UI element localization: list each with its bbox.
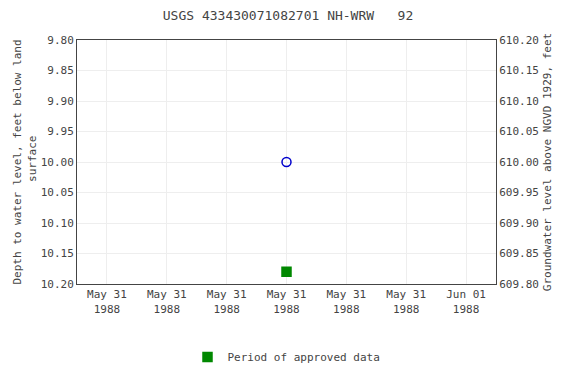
svg-text:May 311988: May 311988 <box>87 288 127 315</box>
svg-text:609.85: 609.85 <box>499 247 539 260</box>
svg-text:10.20: 10.20 <box>41 278 74 291</box>
svg-text:610.05: 610.05 <box>499 125 539 138</box>
svg-text:Groundwater level above NGVD 1: Groundwater level above NGVD 1929, feet <box>541 33 554 291</box>
svg-text:9.80: 9.80 <box>47 34 74 47</box>
svg-text:609.90: 609.90 <box>499 217 539 230</box>
svg-text:Depth to water level, feet bel: Depth to water level, feet below land su… <box>11 39 38 284</box>
svg-text:9.95: 9.95 <box>47 125 74 138</box>
svg-text:610.20: 610.20 <box>499 34 539 47</box>
svg-text:May 311988: May 311988 <box>326 288 366 315</box>
svg-text:Jun 011988: Jun 011988 <box>446 288 486 315</box>
svg-text:9.85: 9.85 <box>47 64 74 77</box>
svg-text:610.15: 610.15 <box>499 64 539 77</box>
svg-text:10.00: 10.00 <box>41 156 74 169</box>
svg-text:Period of approved data: Period of approved data <box>228 351 380 364</box>
svg-text:May 311988: May 311988 <box>386 288 426 315</box>
svg-text:610.10: 610.10 <box>499 95 539 108</box>
svg-text:10.05: 10.05 <box>41 186 74 199</box>
svg-text:9.90: 9.90 <box>47 95 74 108</box>
svg-text:10.15: 10.15 <box>41 247 74 260</box>
svg-text:May 311988: May 311988 <box>207 288 247 315</box>
svg-text:609.95: 609.95 <box>499 186 539 199</box>
svg-text:USGS 433430071082701 NH-WRW: USGS 433430071082701 NH-WRW 92 <box>163 8 413 23</box>
svg-text:609.80: 609.80 <box>499 278 539 291</box>
svg-text:10.10: 10.10 <box>41 217 74 230</box>
svg-text:May 311988: May 311988 <box>147 288 187 315</box>
svg-text:610.00: 610.00 <box>499 156 539 169</box>
svg-text:May 311988: May 311988 <box>267 288 307 315</box>
